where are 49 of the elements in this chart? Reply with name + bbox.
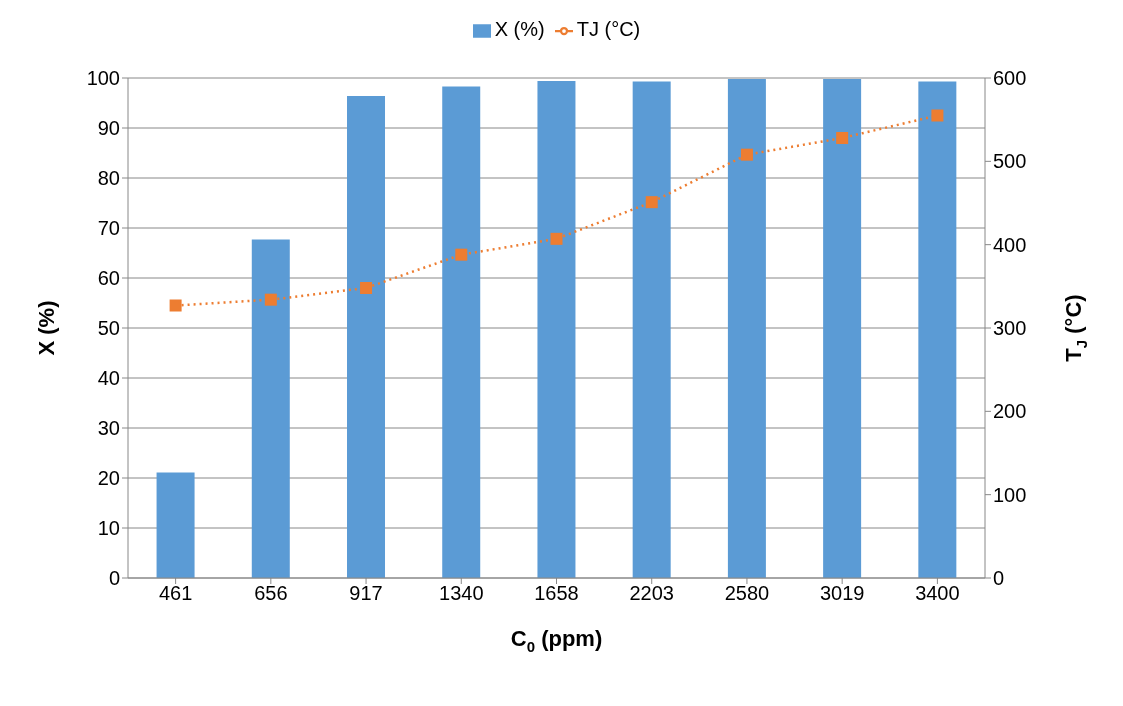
y-tick-label: 100 [86,67,120,90]
y-axis-title: X (%) [33,300,59,356]
y2-tick-label: 0 [993,567,1005,590]
bar [823,79,862,578]
point [455,248,468,261]
y-tick-label: 10 [97,517,120,540]
y-tick-label: 50 [97,317,120,340]
x-tick-label: 3400 [915,582,960,605]
y-tick-label: 90 [97,117,120,140]
point [550,232,563,245]
y2-tick-label: 500 [993,150,1027,173]
point [836,132,849,144]
bar [156,472,195,578]
bar [251,239,290,578]
x-tick-label: 461 [158,582,193,605]
y2-tick-label: 600 [993,67,1027,90]
x-tick-label: 656 [254,582,288,605]
y2-tick-label: 300 [993,317,1027,340]
x-axis-title: C$_{0}$ (ppm) [510,625,603,656]
point [360,282,373,294]
y-tick-label: 60 [97,267,120,290]
point [645,196,658,209]
bar [442,86,481,578]
x-tick-label: 2580 [724,582,770,605]
point [740,148,753,161]
bar [918,81,957,578]
y2-tick-label: 200 [993,400,1027,423]
x-tick-label: 1340 [439,582,484,605]
legend-label: TJ (°C) [576,18,641,40]
legend-label: X (%) [494,18,545,40]
y-tick-label: 20 [97,467,120,490]
x-tick-label: 917 [349,582,383,605]
bar [727,79,766,578]
point [264,293,277,306]
y-tick-label: 80 [97,167,120,190]
point [169,299,182,312]
y-tick-label: 30 [97,417,120,440]
y-tick-label: 0 [108,567,120,590]
bar [632,81,671,578]
y-tick-label: 40 [97,367,120,390]
y-tick-label: 70 [97,217,120,240]
bar [537,81,576,578]
x-tick-label: 3019 [819,582,865,605]
x-tick-label: 2203 [629,582,674,605]
y2-tick-label: 400 [993,233,1027,256]
y2-tick-label: 100 [993,483,1027,506]
x-tick-label: 1658 [534,582,579,605]
point [931,109,944,122]
bar [347,96,386,578]
